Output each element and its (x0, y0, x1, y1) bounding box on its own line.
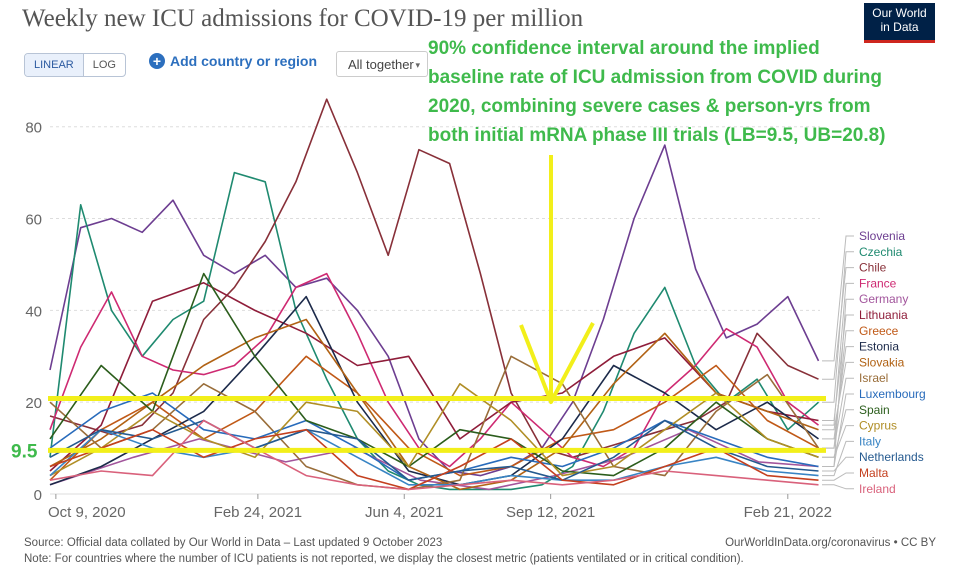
annotation-line-4: both initial mRNA phase III trials (LB=9… (428, 125, 886, 146)
legend-connector-7 (822, 346, 854, 440)
legend-label-france: France (859, 276, 897, 290)
x-axis-ticks: Oct 9, 2020 Feb 24, 2021 Jun 4, 2021 Sep 12… (48, 494, 832, 521)
log-scale-button[interactable]: LOG (92, 59, 116, 71)
legend-label-greece: Greece (859, 324, 899, 338)
chart-title: Weekly new ICU admissions for COVID-19 p… (22, 5, 584, 32)
y-tick-label-1: 20 (25, 395, 42, 412)
series-line-chile (49, 98, 819, 459)
series-line-slovakia (49, 318, 819, 491)
legend-label-cyprus: Cyprus (859, 419, 897, 433)
legend-connector-12 (822, 425, 854, 458)
arrow-head (519, 322, 595, 404)
logo-line-2: in Data (880, 20, 919, 34)
annotation-overlay: 9.5 (8, 155, 826, 462)
legend-label-czechia: Czechia (859, 245, 903, 259)
annotation-text: 90% confidence interval around the impli… (428, 34, 948, 150)
source-text: Source: Official data collated by Our Wo… (24, 537, 443, 549)
y-tick-label-3: 60 (25, 212, 42, 229)
legend-label-netherlands: Netherlands (859, 450, 924, 464)
owid-logo[interactable]: Our World in Data (864, 3, 935, 43)
legend-label-italy: Italy (859, 434, 881, 448)
series-line-netherlands (49, 419, 819, 482)
series-line-greece (49, 355, 819, 481)
logo-line-1: Our World (872, 6, 927, 20)
legend-label-luxembourg: Luxembourg (859, 387, 926, 401)
legend-connector-5 (822, 314, 854, 421)
gridlines (50, 126, 820, 495)
x-tick-label-2: Jun 4, 2021 (365, 504, 443, 521)
legend-connector-10 (822, 393, 854, 467)
legend-label-malta: Malta (859, 466, 889, 480)
x-tick-label-4: Feb 21, 2022 (744, 504, 832, 521)
legend-connector-2 (822, 267, 854, 380)
legend-label-slovenia: Slovenia (859, 229, 905, 243)
lower-bound-label-bg (8, 438, 48, 461)
legend-label-chile: Chile (859, 261, 887, 275)
linear-scale-button[interactable]: LINEAR (25, 54, 84, 76)
y-axis-ticks: 0 20 40 60 80 (25, 120, 42, 504)
legend-connector-13 (822, 440, 854, 477)
legend-label-germany: Germany (859, 292, 908, 306)
legend-connector-3 (822, 282, 854, 426)
legend-connector-14 (822, 456, 854, 472)
grouping-select[interactable]: All together ▾ (336, 51, 428, 77)
annotation-line-2: baseline rate of ICU admission from COVI… (428, 67, 882, 88)
legend-label-lithuania: Lithuania (859, 308, 908, 322)
legend-connector-9 (822, 377, 854, 449)
plus-icon: + (149, 53, 165, 69)
x-tick-label-1: Feb 24, 2021 (214, 504, 302, 521)
lower-bound-label: 9.5 (11, 441, 38, 462)
note-text: Note: For countries where the number of … (24, 553, 744, 565)
scale-toggle: LINEAR LOG (24, 53, 126, 77)
logo-accent-bar (864, 40, 935, 43)
x-tick-label-0: Oct 9, 2020 (48, 504, 126, 521)
y-tick-label-4: 80 (25, 120, 42, 137)
legend-connector-15 (822, 472, 854, 481)
y-tick-label-0: 0 (34, 487, 42, 504)
series-line-slovenia (49, 144, 820, 477)
legend-connector-0 (822, 235, 854, 362)
series-line-cyprus (49, 382, 819, 477)
annotation-line-1: 90% confidence interval around the impli… (428, 38, 820, 59)
legend-label-slovakia: Slovakia (859, 355, 905, 369)
legend-label-ireland: Ireland (859, 482, 896, 496)
legend-label-spain: Spain (859, 403, 890, 417)
legend-connector-16 (822, 484, 854, 490)
series-lines (49, 98, 820, 491)
legend-connector-8 (822, 361, 854, 431)
add-country-button[interactable]: + Add country or region (149, 53, 317, 69)
grouping-value: All together (348, 57, 414, 72)
credit-link[interactable]: OurWorldInData.org/coronavirus • CC BY (725, 537, 936, 549)
legend-label-estonia: Estonia (859, 340, 899, 354)
y-tick-label-2: 40 (25, 303, 42, 320)
series-line-malta (49, 428, 819, 491)
series-line-france (49, 272, 819, 468)
add-country-label: Add country or region (170, 53, 317, 69)
x-tick-label-3: Sep 12, 2021 (506, 504, 595, 521)
annotation-line-3: 2020, combining severe cases & person-yr… (428, 96, 871, 117)
chevron-down-icon: ▾ (415, 60, 420, 70)
legend-label-israel: Israel (859, 371, 888, 385)
